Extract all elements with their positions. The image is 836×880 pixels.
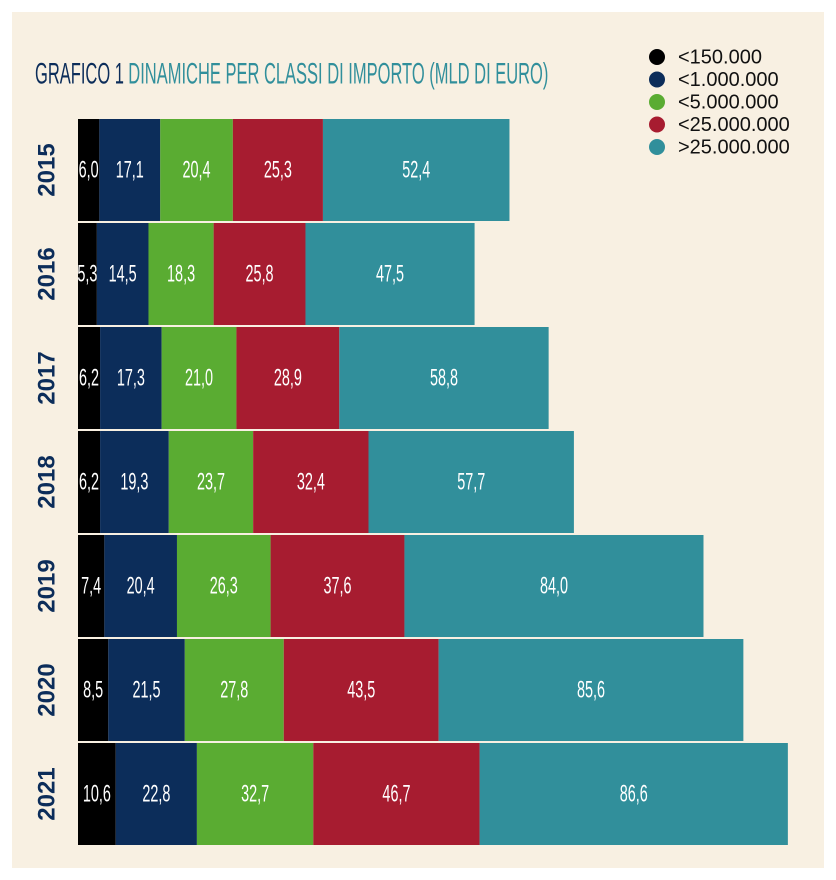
- legend-label: >25.000.000: [678, 136, 790, 158]
- data-label: 84,0: [540, 573, 568, 600]
- data-label: 10,6: [83, 781, 111, 808]
- data-label: 17,3: [117, 365, 145, 392]
- bar-segment: [236, 327, 340, 429]
- y-tick-label: 2020: [33, 663, 60, 716]
- y-tick-label: 2015: [33, 143, 60, 196]
- bar-segment: [78, 327, 101, 429]
- data-label: 7,4: [81, 573, 101, 600]
- data-label: 27,8: [220, 677, 248, 704]
- data-label: 18,3: [167, 261, 195, 288]
- bar-segment: [305, 223, 475, 325]
- data-label: 26,3: [210, 573, 238, 600]
- data-label: 86,6: [620, 781, 648, 808]
- bar-segment: [148, 223, 214, 325]
- data-label: 20,4: [127, 573, 155, 600]
- y-tick-label: 2016: [33, 247, 60, 300]
- data-label: 28,9: [274, 365, 302, 392]
- legend-marker: [649, 94, 665, 110]
- data-label: 85,6: [577, 677, 605, 704]
- data-label: 17,1: [116, 157, 144, 184]
- bar-segment: [100, 327, 162, 429]
- legend-marker: [649, 49, 665, 65]
- bar-segment: [108, 639, 185, 741]
- data-label: 47,5: [376, 261, 404, 288]
- subtitle: DINAMICHE PER CLASSI DI IMPORTO (MLD DI …: [128, 58, 548, 91]
- y-tick-label: 2018: [33, 455, 60, 508]
- bar-segment: [184, 639, 284, 741]
- legend-marker: [649, 71, 665, 88]
- bar-segment: [78, 743, 116, 845]
- data-label: 23,7: [197, 469, 225, 496]
- bar-segment: [438, 639, 744, 741]
- data-label: 21,5: [133, 677, 161, 704]
- bar-segment: [322, 119, 510, 221]
- bar-segment: [232, 119, 323, 221]
- bar-segment: [313, 743, 480, 845]
- bar-segment: [270, 535, 405, 637]
- bar-segment: [479, 743, 788, 845]
- bar-segment: [168, 431, 254, 533]
- data-label: 58,8: [430, 365, 458, 392]
- data-label: 22,8: [142, 781, 170, 808]
- data-label: 20,4: [183, 157, 211, 184]
- bar-segment: [339, 327, 549, 429]
- bar-segment: [78, 223, 97, 325]
- data-label: 25,8: [246, 261, 274, 288]
- y-tick-label: 2017: [33, 351, 60, 404]
- bar-segment: [368, 431, 574, 533]
- legend-marker: [649, 139, 665, 155]
- bar-segment: [78, 119, 100, 221]
- data-label: 21,0: [185, 365, 213, 392]
- data-label: 6,2: [79, 365, 99, 392]
- bar-segment: [404, 535, 704, 637]
- bar-segment: [100, 431, 169, 533]
- data-label: 6,0: [79, 157, 99, 184]
- bar-segment: [78, 431, 101, 533]
- bar-segment: [196, 743, 314, 845]
- bar-segment: [115, 743, 197, 845]
- bar-segment: [78, 639, 109, 741]
- legend-label: <1.000.000: [678, 69, 779, 91]
- bar-segment: [96, 223, 149, 325]
- legend-marker: [649, 116, 665, 133]
- data-label: 37,6: [324, 573, 352, 600]
- data-label: 32,4: [297, 469, 325, 496]
- title: GRAFICO 1: [35, 58, 124, 91]
- bar-segment: [104, 535, 177, 637]
- bar-segment: [160, 119, 233, 221]
- y-tick-label: 2021: [33, 767, 60, 820]
- data-label: 57,7: [457, 469, 485, 496]
- bar-segment: [176, 535, 271, 637]
- data-label: 52,4: [402, 157, 430, 184]
- bar-segment: [78, 535, 105, 637]
- data-label: 8,5: [83, 677, 103, 704]
- legend-label: <150.000: [678, 46, 762, 68]
- data-label: 46,7: [382, 781, 410, 808]
- data-label: 25,3: [264, 157, 292, 184]
- data-label: 5,3: [77, 261, 97, 288]
- data-label: 43,5: [347, 677, 375, 704]
- legend-label: <5.000.000: [678, 91, 779, 113]
- data-label: 14,5: [109, 261, 137, 288]
- bar-segment: [213, 223, 306, 325]
- legend-label: <25.000.000: [678, 114, 790, 136]
- data-label: 19,3: [120, 469, 148, 496]
- bar-segment: [253, 431, 369, 533]
- bar-segment: [161, 327, 237, 429]
- chart-title: GRAFICO 1 DINAMICHE PER CLASSI DI IMPORTO…: [35, 58, 548, 91]
- bar-segment: [283, 639, 439, 741]
- y-tick-label: 2019: [33, 559, 60, 612]
- data-label: 6,2: [79, 469, 99, 496]
- bar-segment: [99, 119, 161, 221]
- data-label: 32,7: [241, 781, 269, 808]
